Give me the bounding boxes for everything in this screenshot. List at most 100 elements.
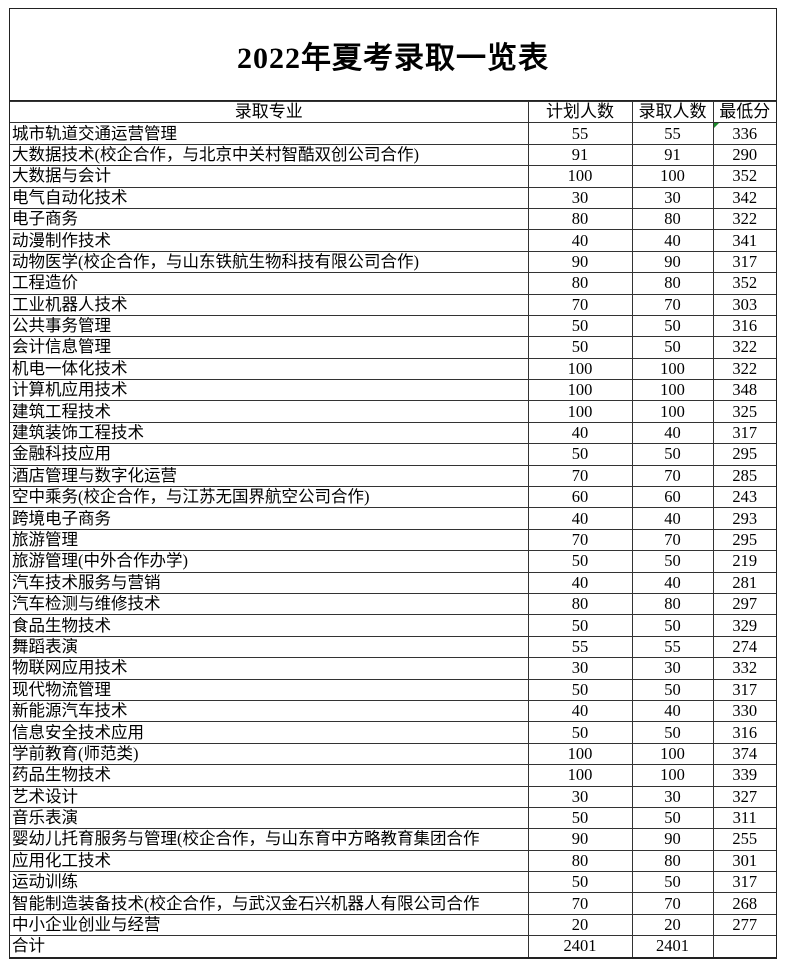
table-row: 机电一体化技术 100 100 322 xyxy=(10,357,776,381)
planned-cell: 40 xyxy=(527,699,633,723)
planned-cell: 100 xyxy=(527,379,633,402)
table-row: 音乐表演 50 50 311 xyxy=(10,806,776,830)
min-score-cell: 290 xyxy=(712,143,776,167)
table-row: 运动训练 50 50 317 xyxy=(10,871,776,894)
major-cell: 学前教育(师范类) xyxy=(10,742,529,766)
major-cell: 金融科技应用 xyxy=(10,443,529,466)
header-planned: 计划人数 xyxy=(527,100,633,124)
table-row: 电气自动化技术 30 30 342 xyxy=(10,186,776,209)
table-row: 舞蹈表演 55 55 274 xyxy=(10,635,776,659)
table-row: 计算机应用技术 100 100 348 xyxy=(10,379,776,402)
table-row: 新能源汽车技术 40 40 330 xyxy=(10,699,776,723)
major-cell: 物联网应用技术 xyxy=(10,657,529,680)
min-score-cell: 339 xyxy=(712,764,776,787)
header-min-score: 最低分 xyxy=(712,100,776,124)
table-row: 工业机器人技术 70 70 303 xyxy=(10,293,776,316)
planned-cell: 30 xyxy=(527,186,633,209)
table-row: 智能制造装备技术(校企合作，与武汉金石兴机器人有限公司合作 70 70 268 xyxy=(10,892,776,915)
planned-cell: 70 xyxy=(527,528,633,552)
major-cell: 酒店管理与数字化运营 xyxy=(10,464,529,488)
planned-cell: 50 xyxy=(527,550,633,573)
major-cell: 艺术设计 xyxy=(10,785,529,808)
admission-table: 录取专业 计划人数 录取人数 最低分 城市轨道交通运营管理 55 55 336 大数据技… xyxy=(10,100,776,959)
admitted-cell: 50 xyxy=(631,550,714,573)
major-cell: 运动训练 xyxy=(10,871,529,894)
planned-cell: 50 xyxy=(527,336,633,359)
admitted-cell: 80 xyxy=(631,592,714,616)
major-cell: 舞蹈表演 xyxy=(10,635,529,659)
admitted-cell: 50 xyxy=(631,678,714,701)
major-cell: 婴幼儿托育服务与管理(校企合作，与山东育中方略教育集团合作 xyxy=(10,828,529,851)
header-major: 录取专业 xyxy=(10,100,529,124)
min-score-cell: 243 xyxy=(712,486,776,509)
table-row: 电子商务 80 80 322 xyxy=(10,207,776,231)
min-score-cell: 330 xyxy=(712,699,776,723)
planned-cell: 50 xyxy=(527,721,633,744)
min-score-cell: 322 xyxy=(712,207,776,231)
planned-cell: 80 xyxy=(527,849,633,873)
major-cell: 工程造价 xyxy=(10,272,529,295)
min-score-cell: 317 xyxy=(712,678,776,701)
table-row: 建筑工程技术 100 100 325 xyxy=(10,400,776,423)
planned-cell: 40 xyxy=(527,571,633,594)
admitted-cell: 90 xyxy=(631,250,714,274)
major-cell: 大数据与会计 xyxy=(10,165,529,188)
major-cell: 药品生物技术 xyxy=(10,764,529,787)
major-cell: 音乐表演 xyxy=(10,806,529,830)
min-score-cell: 303 xyxy=(712,293,776,316)
major-cell: 跨境电子商务 xyxy=(10,507,529,530)
major-cell: 现代物流管理 xyxy=(10,678,529,701)
planned-cell: 60 xyxy=(527,486,633,509)
admitted-cell: 50 xyxy=(631,721,714,744)
min-score-cell: 316 xyxy=(712,721,776,744)
min-score-cell: 316 xyxy=(712,314,776,338)
admitted-cell: 91 xyxy=(631,143,714,167)
planned-cell: 50 xyxy=(527,806,633,830)
admission-sheet: 2022年夏考录取一览表 录取专业 计划人数 录取人数 最低分 城市轨道交通运营… xyxy=(9,8,777,959)
major-cell: 工业机器人技术 xyxy=(10,293,529,316)
table-row: 公共事务管理 50 50 316 xyxy=(10,314,776,338)
admitted-cell: 50 xyxy=(631,806,714,830)
admitted-cell: 50 xyxy=(631,443,714,466)
admitted-cell: 80 xyxy=(631,849,714,873)
min-score-cell: 325 xyxy=(712,400,776,423)
planned-cell: 20 xyxy=(527,913,633,937)
planned-cell: 80 xyxy=(527,592,633,616)
admitted-cell: 30 xyxy=(631,657,714,680)
major-cell: 汽车检测与维修技术 xyxy=(10,592,529,616)
admitted-cell: 40 xyxy=(631,507,714,530)
major-cell: 城市轨道交通运营管理 xyxy=(10,122,529,145)
planned-cell: 50 xyxy=(527,614,633,637)
major-cell: 智能制造装备技术(校企合作，与武汉金石兴机器人有限公司合作 xyxy=(10,892,529,915)
planned-cell: 70 xyxy=(527,464,633,488)
table-row: 汽车技术服务与营销 40 40 281 xyxy=(10,571,776,594)
major-cell: 信息安全技术应用 xyxy=(10,721,529,744)
planned-cell: 50 xyxy=(527,871,633,894)
min-score-cell: 317 xyxy=(712,421,776,445)
min-score-cell: 352 xyxy=(712,165,776,188)
table-row: 旅游管理(中外合作办学) 50 50 219 xyxy=(10,550,776,573)
table-row: 药品生物技术 100 100 339 xyxy=(10,764,776,787)
min-score-cell: 374 xyxy=(712,742,776,766)
major-cell: 电气自动化技术 xyxy=(10,186,529,209)
table-row: 学前教育(师范类) 100 100 374 xyxy=(10,742,776,766)
planned-cell: 55 xyxy=(527,635,633,659)
major-cell: 汽车技术服务与营销 xyxy=(10,571,529,594)
header-admitted: 录取人数 xyxy=(631,100,714,124)
planned-cell: 70 xyxy=(527,892,633,915)
admitted-cell: 20 xyxy=(631,913,714,937)
min-score-cell: 285 xyxy=(712,464,776,488)
admitted-cell: 80 xyxy=(631,207,714,231)
planned-cell: 2401 xyxy=(527,935,633,959)
table-row: 工程造价 80 80 352 xyxy=(10,272,776,295)
major-cell: 中小企业创业与经营 xyxy=(10,913,529,937)
table-row: 金融科技应用 50 50 295 xyxy=(10,443,776,466)
planned-cell: 90 xyxy=(527,828,633,851)
min-score-cell: 297 xyxy=(712,592,776,616)
major-cell: 空中乘务(校企合作，与江苏无国界航空公司合作) xyxy=(10,486,529,509)
planned-cell: 100 xyxy=(527,357,633,381)
planned-cell: 91 xyxy=(527,143,633,167)
planned-cell: 30 xyxy=(527,657,633,680)
min-score-cell: 332 xyxy=(712,657,776,680)
admitted-cell: 70 xyxy=(631,293,714,316)
